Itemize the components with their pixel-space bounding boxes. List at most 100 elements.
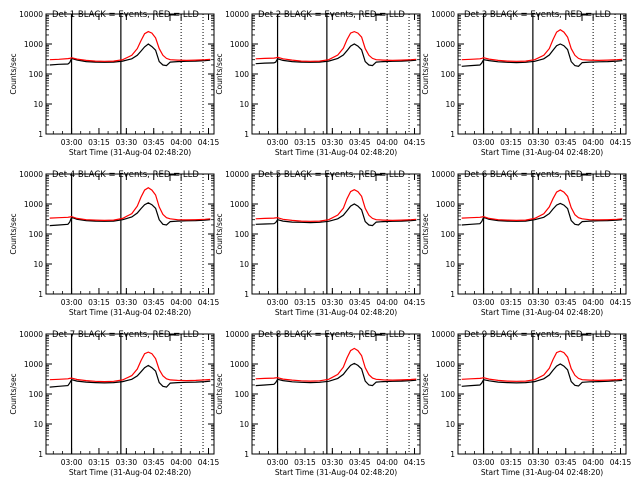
- panel-title: Det 8 BLACK = Events, RED = LLD: [258, 330, 405, 340]
- y-tick-label: 1: [450, 450, 455, 459]
- panel-title: Det 3 BLACK = Events, RED = LLD: [464, 10, 611, 20]
- y-axis-label: Counts/sec: [421, 53, 430, 94]
- x-axis-label: Start Time (31-Aug-04 02:48:20): [69, 308, 191, 317]
- x-axis-label: Start Time (31-Aug-04 02:48:20): [481, 148, 603, 157]
- x-tick-label: 03:00: [61, 458, 83, 467]
- title-marker: [169, 14, 176, 21]
- x-tick-label: 04:15: [404, 138, 426, 147]
- series-lld-line: [255, 30, 417, 62]
- x-tick-label: 04:15: [610, 138, 632, 147]
- x-tick-label: 03:45: [143, 298, 165, 307]
- x-axis-label: Start Time (31-Aug-04 02:48:20): [481, 468, 603, 477]
- x-tick-label: 03:45: [555, 138, 577, 147]
- title-marker: [581, 334, 588, 341]
- title-marker: [169, 174, 176, 181]
- y-tick-label: 100: [29, 70, 44, 79]
- series-events-line: [49, 364, 211, 388]
- panel-title: Det 9 BLACK = Events, RED = LLD: [464, 330, 611, 340]
- y-tick-label: 1000: [436, 200, 455, 209]
- series-lld-line: [461, 350, 623, 382]
- title-marker: [375, 14, 382, 21]
- x-tick-label: 03:00: [61, 298, 83, 307]
- series-events-line: [461, 363, 623, 387]
- series-lld-line: [49, 351, 211, 383]
- x-tick-label: 03:45: [349, 138, 371, 147]
- x-tick-label: 04:15: [610, 298, 632, 307]
- y-tick-label: 1000: [24, 360, 43, 369]
- title-marker: [169, 334, 176, 341]
- x-axis-label: Start Time (31-Aug-04 02:48:20): [275, 468, 397, 477]
- y-axis-label: Counts/sec: [215, 373, 224, 414]
- panel-det-3: Det 3 BLACK = Events, RED = LLD 1 10 100 100…: [421, 10, 632, 157]
- series-lld-line: [255, 347, 417, 382]
- y-tick-label: 100: [29, 230, 44, 239]
- y-tick-label: 1: [244, 130, 249, 139]
- panel-title: Det 2 BLACK = Events, RED = LLD: [258, 10, 405, 20]
- panel-title: Det 7 BLACK = Events, RED = LLD: [52, 330, 199, 340]
- y-tick-label: 100: [29, 390, 44, 399]
- y-tick-label: 10000: [19, 170, 43, 179]
- x-axis-label: Start Time (31-Aug-04 02:48:20): [69, 468, 191, 477]
- x-tick-label: 03:30: [116, 458, 138, 467]
- panel-title: Det 1 BLACK = Events, RED = LLD: [52, 10, 199, 20]
- y-tick-label: 10000: [225, 10, 249, 19]
- x-tick-label: 03:30: [528, 298, 550, 307]
- y-tick-label: 1: [38, 130, 43, 139]
- y-tick-label: 1000: [436, 360, 455, 369]
- y-tick-label: 100: [235, 390, 250, 399]
- y-tick-label: 10: [33, 420, 43, 429]
- y-tick-label: 10: [445, 100, 455, 109]
- y-tick-label: 1: [244, 290, 249, 299]
- x-tick-label: 03:45: [349, 458, 371, 467]
- x-tick-label: 04:00: [376, 298, 398, 307]
- panel-det-9: Det 9 BLACK = Events, RED = LLD 1 10 100 100…: [421, 330, 632, 477]
- title-marker: [375, 334, 382, 341]
- panel-title: Det 4 BLACK = Events, RED = LLD: [52, 170, 199, 180]
- x-tick-label: 03:45: [143, 138, 165, 147]
- y-tick-label: 100: [235, 70, 250, 79]
- y-tick-label: 10: [445, 260, 455, 269]
- y-tick-label: 1000: [230, 40, 249, 49]
- x-tick-label: 04:15: [198, 458, 220, 467]
- x-tick-label: 03:00: [267, 298, 289, 307]
- x-tick-label: 03:00: [473, 458, 495, 467]
- y-tick-label: 1: [38, 290, 43, 299]
- panel-title: Det 5 BLACK = Events, RED = LLD: [258, 170, 405, 180]
- x-tick-label: 03:15: [500, 458, 522, 467]
- y-tick-label: 1000: [436, 40, 455, 49]
- y-tick-label: 1: [450, 290, 455, 299]
- x-tick-label: 03:30: [528, 458, 550, 467]
- panel-det-5: Det 5 BLACK = Events, RED = LLD 1 10 100 100…: [215, 170, 426, 317]
- y-axis-label: Counts/sec: [9, 373, 18, 414]
- x-tick-label: 03:45: [555, 298, 577, 307]
- panel-det-2: Det 2 BLACK = Events, RED = LLD 1 10 100 100…: [215, 10, 426, 157]
- x-tick-label: 03:30: [116, 138, 138, 147]
- x-tick-label: 03:15: [88, 458, 110, 467]
- y-axis-label: Counts/sec: [215, 53, 224, 94]
- series-lld-line: [49, 186, 211, 222]
- series-events-line: [461, 43, 623, 67]
- series-events-line: [461, 202, 623, 226]
- x-tick-label: 03:15: [500, 298, 522, 307]
- x-tick-label: 04:00: [582, 138, 604, 147]
- y-tick-label: 100: [235, 230, 250, 239]
- panel-det-6: Det 6 BLACK = Events, RED = LLD 1 10 100 100…: [421, 170, 632, 317]
- x-tick-label: 03:15: [500, 138, 522, 147]
- series-events-line: [255, 203, 417, 227]
- y-tick-label: 10000: [225, 170, 249, 179]
- x-tick-label: 04:00: [170, 458, 192, 467]
- x-tick-label: 04:00: [582, 458, 604, 467]
- y-tick-label: 100: [441, 230, 456, 239]
- x-tick-label: 04:00: [376, 458, 398, 467]
- x-tick-label: 03:00: [473, 298, 495, 307]
- y-tick-label: 1000: [230, 360, 249, 369]
- y-tick-label: 10: [445, 420, 455, 429]
- y-tick-label: 1000: [230, 200, 249, 209]
- y-tick-label: 10000: [19, 10, 43, 19]
- y-tick-label: 10000: [225, 330, 249, 339]
- x-tick-label: 03:00: [267, 138, 289, 147]
- y-tick-label: 100: [441, 390, 456, 399]
- series-events-line: [49, 202, 211, 227]
- x-tick-label: 03:30: [528, 138, 550, 147]
